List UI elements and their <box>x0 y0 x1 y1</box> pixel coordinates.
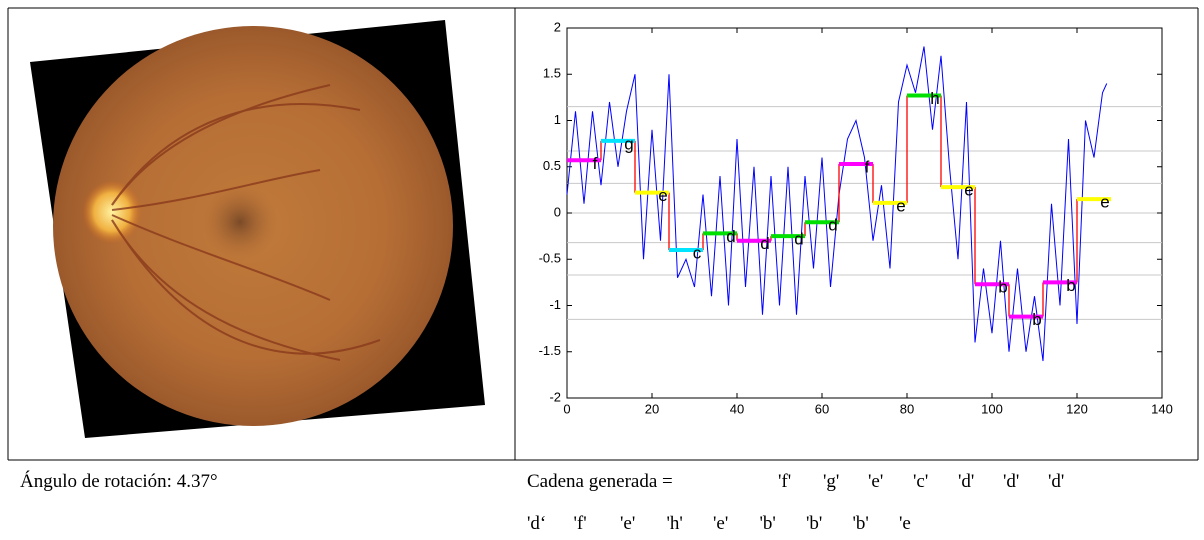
segment-symbol: e <box>658 186 667 205</box>
y-tick-label: -2 <box>549 389 561 404</box>
y-tick-label: 0.5 <box>543 158 561 173</box>
x-tick-label: 60 <box>815 401 829 416</box>
chain-symbol: 'd' <box>1048 471 1065 492</box>
y-tick-label: 1 <box>554 112 561 127</box>
segment-symbol: e <box>896 196 905 215</box>
chain-symbol: 'e' <box>713 513 729 534</box>
segment-symbol: d <box>794 230 803 249</box>
segment-symbol: f <box>865 157 870 176</box>
chain-symbol: 'b' <box>759 513 776 534</box>
segment-symbol: e <box>1100 193 1109 212</box>
x-tick-label: 0 <box>563 401 570 416</box>
y-tick-label: -0.5 <box>539 251 561 266</box>
x-tick-label: 40 <box>730 401 744 416</box>
left-caption: Ángulo de rotación: 4.37° <box>20 471 218 492</box>
x-tick-label: 20 <box>645 401 659 416</box>
chain-symbol: 'e' <box>868 471 884 492</box>
chain-symbol: 'g' <box>823 471 840 492</box>
segment-symbol: g <box>624 134 633 153</box>
segment-symbol: b <box>998 278 1007 297</box>
plot: -2-1.5-1-0.500.511.520 20 40 60 80 100 120 140f… <box>539 19 1173 416</box>
chain-symbol: 'f' <box>778 471 792 492</box>
x-tick-label: 120 <box>1066 401 1088 416</box>
figure-panels: -2-1.5-1-0.500.511.520 20 40 60 80 100 120 140f… <box>7 7 1199 461</box>
segment-symbol: b <box>1032 310 1041 329</box>
chain-symbol: 'e <box>899 513 911 534</box>
segment-symbol: d <box>760 234 769 253</box>
segment-symbol: d <box>726 227 735 246</box>
chain-symbol: 'd‘ <box>527 513 547 534</box>
segment-symbol: f <box>593 154 598 173</box>
y-tick-label: -1 <box>549 297 561 312</box>
chain-symbol: 'b' <box>806 513 823 534</box>
x-tick-label: 80 <box>900 401 914 416</box>
right-caption-label: Cadena generada = <box>527 471 673 492</box>
chain-symbol: 'h' <box>666 513 683 534</box>
segment-symbol: b <box>1066 276 1075 295</box>
segment-symbol: e <box>964 181 973 200</box>
segment-symbol: c <box>693 243 702 262</box>
y-tick-label: -1.5 <box>539 343 561 358</box>
x-tick-label: 140 <box>1151 401 1173 416</box>
chain-symbol: 'b' <box>852 513 869 534</box>
chain-symbol: 'f' <box>573 513 587 534</box>
y-tick-label: 2 <box>554 19 561 34</box>
fundus-image <box>30 20 485 438</box>
segment-symbol: h <box>930 89 939 108</box>
chain-symbol: 'c' <box>913 471 929 492</box>
chain-symbol: 'd' <box>1003 471 1020 492</box>
x-tick-label: 100 <box>981 401 1003 416</box>
table-borders <box>7 7 1199 461</box>
chain-symbol: 'e' <box>620 513 636 534</box>
y-tick-label: 1.5 <box>543 66 561 81</box>
y-tick-label: 0 <box>554 204 561 219</box>
chain-symbol: 'd' <box>958 471 975 492</box>
segment-symbol: d <box>828 216 837 235</box>
